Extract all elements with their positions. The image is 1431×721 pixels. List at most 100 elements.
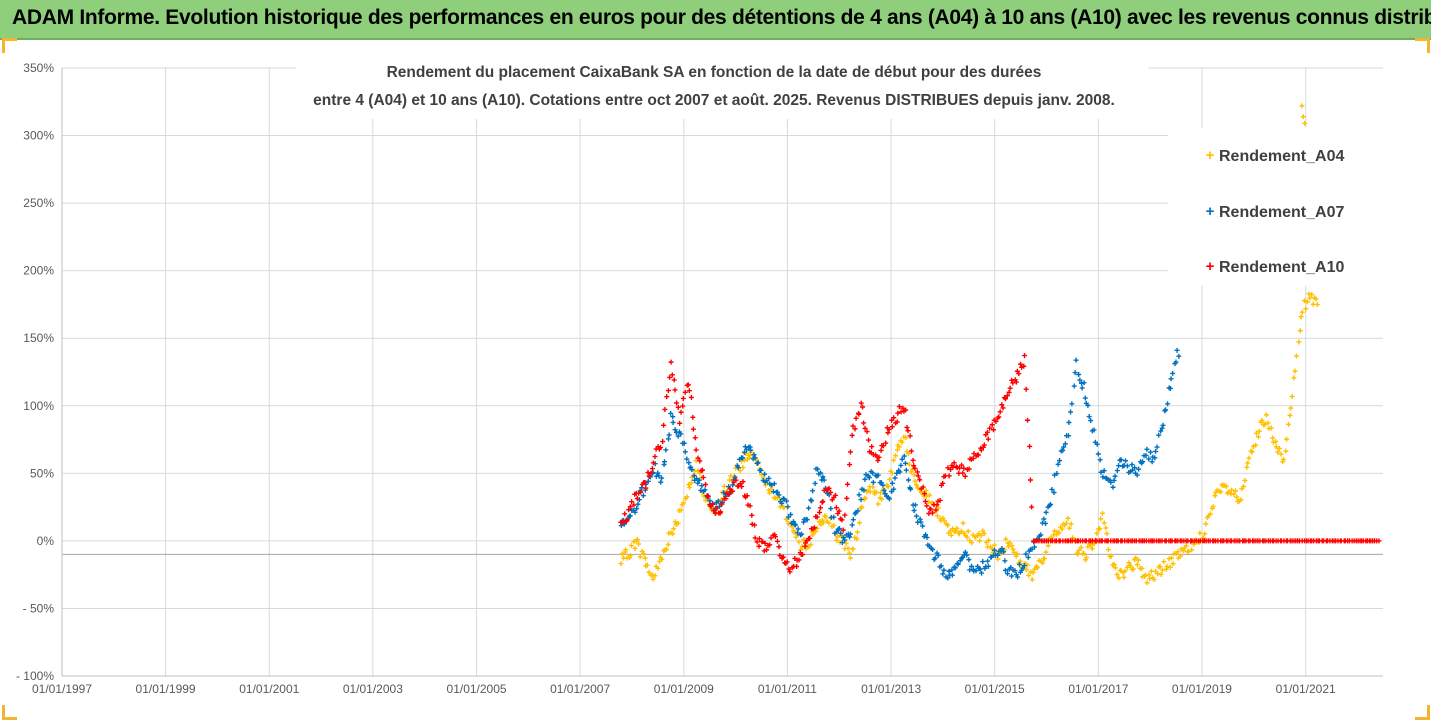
data-point-a10: [951, 460, 957, 466]
data-point-a04: [992, 542, 998, 548]
data-point-a10: [624, 517, 630, 523]
data-point-a07: [1013, 572, 1019, 578]
data-point-a04: [1238, 497, 1244, 503]
data-point-a07: [1160, 422, 1166, 428]
data-point-a04: [687, 484, 693, 490]
data-point-a07: [1176, 353, 1182, 359]
data-point-a04: [1099, 510, 1105, 516]
data-point-a04: [989, 546, 995, 552]
data-point-a10: [685, 382, 691, 388]
data-point-a07: [856, 492, 862, 498]
data-point-a07: [686, 460, 692, 466]
data-point-a10: [739, 484, 745, 490]
data-point-a04: [823, 514, 829, 520]
data-point-a10: [989, 422, 995, 428]
series-a07: [618, 347, 1182, 581]
data-point-a10: [828, 489, 834, 495]
data-point-a07: [808, 497, 814, 503]
data-point-a10: [970, 455, 976, 461]
data-point-a07: [1071, 383, 1077, 389]
data-point-a07: [1005, 571, 1011, 577]
data-point-a07: [1002, 567, 1008, 573]
data-point-a07: [1134, 472, 1140, 478]
data-point-a07: [684, 456, 690, 462]
data-point-a10: [705, 494, 711, 500]
data-point-a07: [920, 523, 926, 529]
data-point-a10: [962, 473, 968, 479]
data-point-a04: [850, 546, 856, 552]
data-point-a04: [627, 553, 633, 559]
data-point-a07: [751, 452, 757, 458]
data-point-a04: [1104, 531, 1110, 537]
data-point-a10: [1004, 393, 1010, 399]
data-point-a07: [735, 465, 741, 471]
data-point-a07: [1158, 428, 1164, 434]
x-tick-label: 01/01/2007: [550, 682, 610, 696]
data-point-a04: [1249, 449, 1255, 455]
data-point-a07: [678, 431, 684, 437]
data-point-a07: [810, 488, 816, 494]
data-point-a07: [1091, 427, 1097, 433]
data-point-a07: [946, 568, 952, 574]
data-point-a07: [1167, 385, 1173, 391]
data-point-a10: [1006, 389, 1012, 395]
data-point-a10: [1029, 504, 1035, 510]
data-point-a10: [1376, 538, 1382, 544]
data-point-a10: [680, 395, 686, 401]
data-point-a04: [969, 540, 975, 546]
data-point-a10: [845, 481, 851, 487]
data-point-a10: [876, 454, 882, 460]
data-point-a04: [1133, 555, 1139, 561]
data-point-a10: [762, 540, 768, 546]
data-point-a04: [1263, 412, 1269, 418]
data-point-a10: [861, 420, 867, 426]
data-point-a07: [1111, 477, 1117, 483]
data-point-a10: [703, 481, 709, 487]
data-point-a04: [1189, 547, 1195, 553]
data-point-a04: [1233, 488, 1239, 494]
data-point-a04: [1026, 572, 1032, 578]
series-points: [618, 103, 1382, 586]
data-point-a04: [1078, 544, 1084, 550]
data-point-a10: [631, 502, 637, 508]
data-point-a04: [688, 480, 694, 486]
data-point-a10: [993, 418, 999, 424]
data-point-a10: [900, 405, 906, 411]
data-point-a04: [1292, 368, 1298, 374]
y-tick-label: 200%: [23, 264, 54, 278]
data-point-a07: [1163, 407, 1169, 413]
data-point-a10: [650, 460, 656, 466]
data-point-a04: [964, 534, 970, 540]
data-point-a04: [889, 470, 895, 476]
data-point-a07: [699, 483, 705, 489]
data-point-a07: [952, 565, 958, 571]
data-point-a10: [719, 501, 725, 507]
data-point-a10: [853, 415, 859, 421]
data-point-a07: [694, 476, 700, 482]
data-point-a10: [836, 508, 842, 514]
data-point-a10: [669, 372, 675, 378]
data-point-a04: [767, 490, 773, 496]
data-point-a07: [1146, 456, 1152, 462]
data-point-a10: [627, 504, 633, 510]
data-point-a07: [1136, 466, 1142, 472]
data-point-a04: [1139, 565, 1145, 571]
data-point-a10: [924, 503, 930, 509]
data-point-a07: [1132, 465, 1138, 471]
data-point-a04: [637, 554, 643, 560]
data-point-a07: [632, 509, 638, 515]
x-tick-label: 01/01/2005: [447, 682, 507, 696]
data-point-a07: [820, 474, 826, 480]
y-tick-label: 250%: [23, 196, 54, 210]
data-point-a04: [1197, 530, 1203, 536]
data-point-a07: [1077, 377, 1083, 383]
data-point-a04: [1293, 353, 1299, 359]
data-point-a07: [949, 567, 955, 573]
data-point-a07: [1048, 501, 1054, 507]
data-point-a07: [999, 546, 1005, 552]
corner-mark-bottom-right: [1415, 705, 1430, 720]
data-point-a07: [938, 563, 944, 569]
data-point-a10: [807, 535, 813, 541]
data-point-a04: [1056, 530, 1062, 536]
data-point-a04: [1167, 564, 1173, 570]
